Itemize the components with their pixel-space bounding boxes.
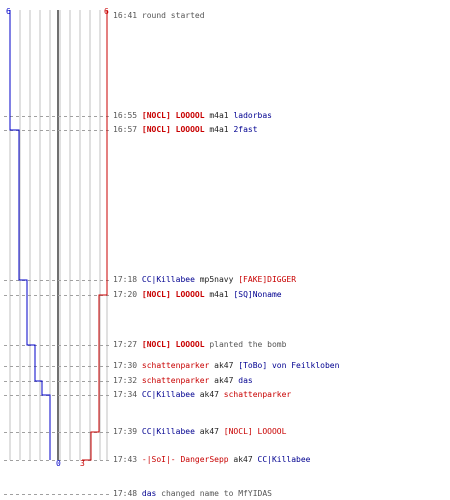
event-part: ak47 [209, 361, 234, 370]
event-part: CC|Killabee [141, 275, 195, 284]
event-part: CC|Killabee [252, 455, 311, 464]
event-time: 17:30 [113, 361, 142, 370]
event-part: ladorbas [228, 111, 272, 120]
red-bottom-count: 3 [80, 459, 85, 468]
event-part: CC|Killabee [141, 427, 195, 436]
event-row: 17:48 das changed name to MfYIDAS [113, 489, 272, 499]
event-time: 17:32 [113, 376, 142, 385]
event-row: 17:18 CC|Killabee mp5navy [FAKE]DIGGER [113, 275, 296, 285]
event-row: 16:57 [NOCL] LOOOOL m4a1 2fast [113, 125, 258, 135]
event-part: round started [141, 11, 205, 20]
event-row: 17:27 [NOCL] LOOOOL planted the bomb [113, 340, 286, 350]
red-team-line [82, 10, 108, 461]
event-part: das [141, 489, 157, 498]
red-top-count: 6 [104, 7, 109, 16]
blue-bottom-count: 0 [56, 459, 61, 468]
event-time: 17:39 [113, 427, 142, 436]
event-part: ak47 [209, 376, 234, 385]
event-row: 17:30 schattenparker ak47 [ToBo] von Fei… [113, 361, 339, 371]
event-part: [NOCL] LOOOOL [141, 340, 205, 349]
event-part: CC|Killabee [141, 390, 195, 399]
blue-team-line [9, 10, 51, 460]
event-part: m4a1 [204, 125, 229, 134]
event-part: [NOCL] LOOOOL [141, 125, 205, 134]
event-row: 16:55 [NOCL] LOOOOL m4a1 ladorbas [113, 111, 272, 121]
event-part: 2fast [228, 125, 258, 134]
event-row: 17:43 -|SoI|- DangerSepp ak47 CC|Killabe… [113, 455, 311, 465]
event-row: 17:20 [NOCL] LOOOOL m4a1 [SQ]Noname [113, 290, 282, 300]
event-time: 16:55 [113, 111, 142, 120]
event-time: 17:43 [113, 455, 142, 464]
event-part: [FAKE]DIGGER [233, 275, 297, 284]
event-part: ak47 [194, 427, 219, 436]
event-row: 17:39 CC|Killabee ak47 [NOCL] LOOOOL [113, 427, 286, 437]
event-part: -|SoI|- DangerSepp [141, 455, 229, 464]
event-part: [SQ]Noname [228, 290, 282, 299]
event-part: m4a1 [204, 111, 229, 120]
event-time: 17:18 [113, 275, 142, 284]
event-part: changed name to MfYIDAS [156, 489, 272, 498]
event-part: [NOCL] LOOOOL [141, 111, 205, 120]
event-part: m4a1 [204, 290, 229, 299]
event-part: [NOCL] LOOOOL [141, 290, 205, 299]
event-time: 16:41 [113, 11, 142, 20]
event-part: [NOCL] LOOOOL [218, 427, 287, 436]
event-time: 17:20 [113, 290, 142, 299]
event-time: 17:48 [113, 489, 142, 498]
event-part: ak47 [228, 455, 253, 464]
event-part: [ToBo] von Feilkloben [233, 361, 340, 370]
event-part: schattenparker [141, 376, 210, 385]
event-part: das [233, 376, 253, 385]
event-part: mp5navy [194, 275, 234, 284]
event-part: ak47 [194, 390, 219, 399]
event-time: 17:34 [113, 390, 142, 399]
event-time: 16:57 [113, 125, 142, 134]
event-part: planted the bomb [204, 340, 287, 349]
event-row: 17:32 schattenparker ak47 das [113, 376, 253, 386]
blue-top-count: 6 [6, 7, 11, 16]
event-part: schattenparker [218, 390, 292, 399]
event-row: 16:41 round started [113, 11, 205, 21]
event-time: 17:27 [113, 340, 142, 349]
graph-grid [9, 10, 108, 460]
event-part: schattenparker [141, 361, 210, 370]
event-row: 17:34 CC|Killabee ak47 schattenparker [113, 390, 291, 400]
